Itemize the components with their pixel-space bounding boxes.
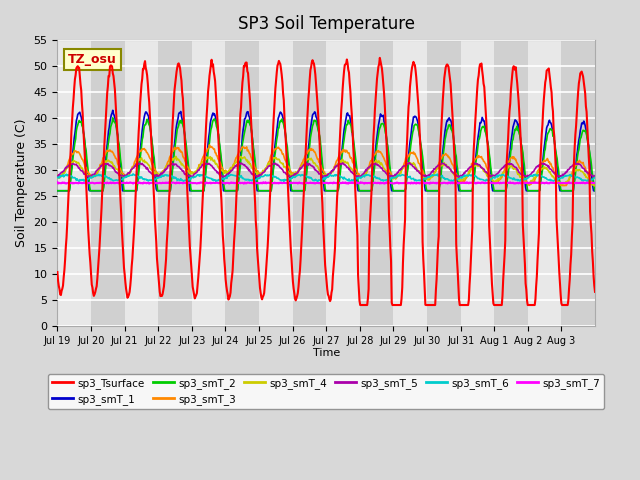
Y-axis label: Soil Temperature (C): Soil Temperature (C)	[15, 119, 28, 247]
Bar	[360, 40, 394, 326]
Bar	[192, 40, 225, 326]
Bar	[494, 40, 528, 326]
Bar	[427, 40, 461, 326]
Bar	[292, 40, 326, 326]
Bar	[528, 40, 561, 326]
Bar	[461, 40, 494, 326]
Title: SP3 Soil Temperature: SP3 Soil Temperature	[237, 15, 415, 33]
Bar	[125, 40, 158, 326]
Bar	[225, 40, 259, 326]
Bar	[158, 40, 192, 326]
Legend: sp3_Tsurface, sp3_smT_1, sp3_smT_2, sp3_smT_3, sp3_smT_4, sp3_smT_5, sp3_smT_6, : sp3_Tsurface, sp3_smT_1, sp3_smT_2, sp3_…	[48, 374, 604, 409]
Bar	[91, 40, 125, 326]
Bar	[58, 40, 91, 326]
Bar	[561, 40, 595, 326]
Text: TZ_osu: TZ_osu	[68, 53, 117, 66]
X-axis label: Time: Time	[312, 348, 340, 358]
Bar	[394, 40, 427, 326]
Bar	[259, 40, 292, 326]
Bar	[326, 40, 360, 326]
